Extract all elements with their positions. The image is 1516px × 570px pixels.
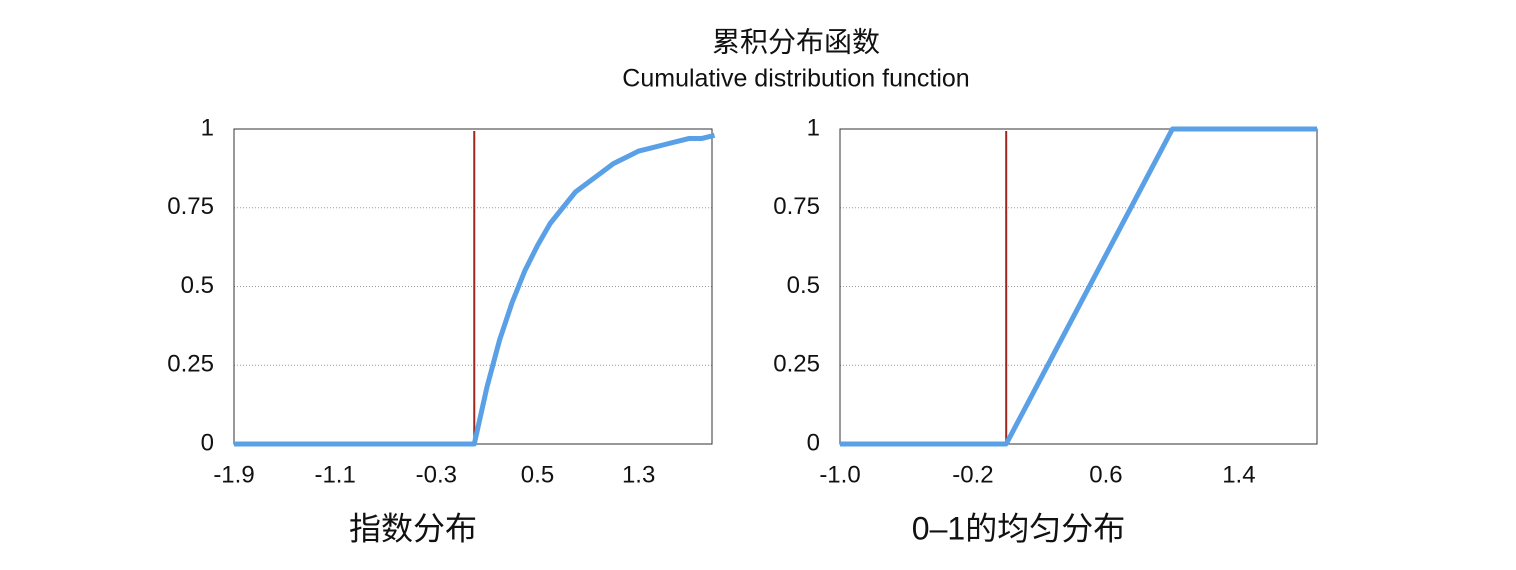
y-tick-label: 1 — [201, 114, 214, 141]
y-tick-label: 0.75 — [773, 193, 820, 220]
cdf-line — [234, 132, 716, 447]
chart-title: 指数分布 — [349, 510, 477, 546]
x-tick-label: 1.4 — [1222, 461, 1255, 488]
page-subtitle: Cumulative distribution function — [622, 65, 969, 93]
x-tick-label: -0.3 — [416, 461, 457, 488]
chart-title: 0–1的均匀分布 — [912, 510, 1125, 546]
x-tick-label: -1.1 — [314, 461, 355, 488]
plot-frame — [839, 128, 1318, 445]
x-tick-label: -0.2 — [952, 461, 993, 488]
y-tick-label: 0.5 — [181, 272, 214, 299]
x-tick-label: 0.6 — [1089, 461, 1122, 488]
x-tick-label: -1.0 — [819, 461, 860, 488]
y-tick-label: 0.25 — [773, 351, 820, 378]
y-tick-label: 0.25 — [167, 351, 214, 378]
y-tick-label: 0 — [807, 429, 820, 456]
x-tick-label: 1.3 — [622, 461, 655, 488]
page-title: 累积分布函数 — [712, 26, 880, 57]
x-tick-label: -1.9 — [213, 461, 254, 488]
cdf-line — [840, 126, 1317, 447]
y-tick-label: 0 — [201, 429, 214, 456]
y-tick-label: 1 — [807, 114, 820, 141]
plot-frame — [233, 128, 713, 445]
y-tick-label: 0.75 — [167, 193, 214, 220]
y-tick-label: 0.5 — [787, 272, 820, 299]
x-tick-label: 0.5 — [521, 461, 554, 488]
